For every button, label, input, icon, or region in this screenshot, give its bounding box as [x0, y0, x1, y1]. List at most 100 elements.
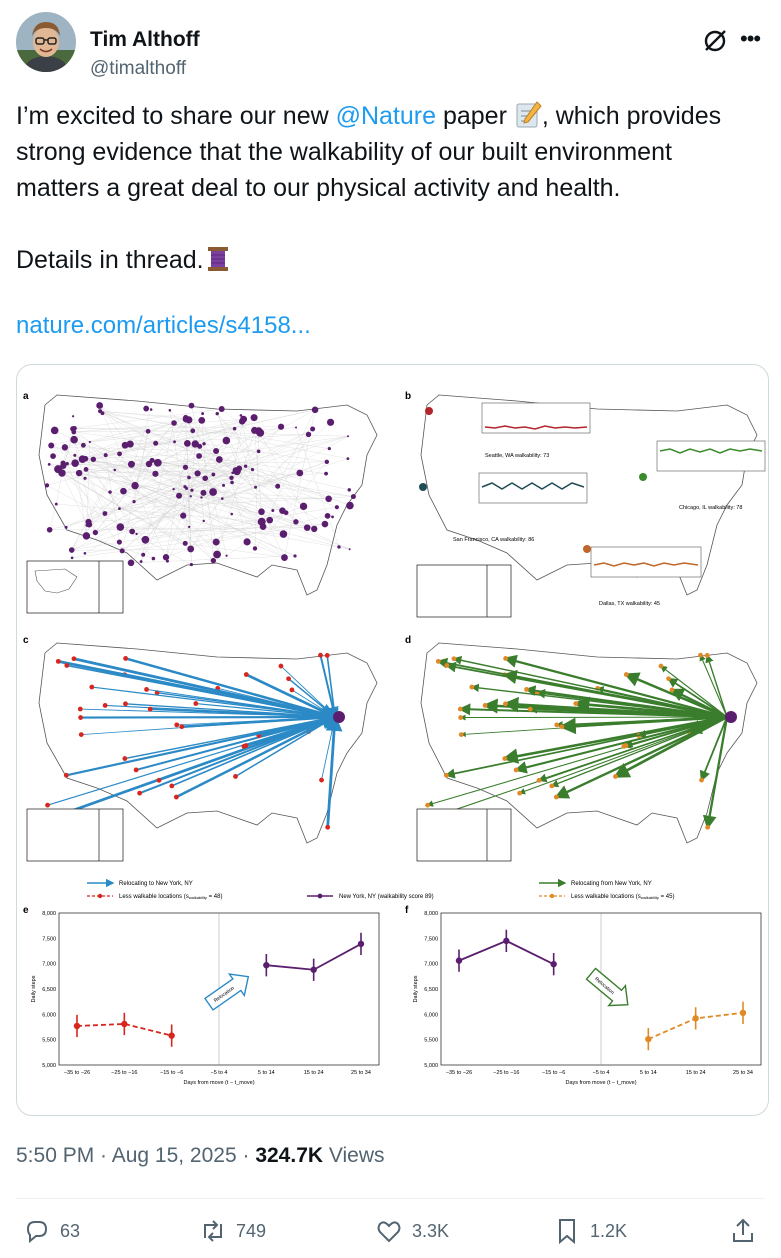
mobility-line — [95, 463, 150, 533]
mobility-line — [57, 469, 121, 528]
city-dot — [151, 556, 156, 561]
city-dot — [222, 483, 226, 487]
city-dot — [275, 483, 281, 489]
mobility-line — [157, 462, 187, 489]
mobility-line — [188, 419, 217, 543]
data-point — [692, 1015, 699, 1022]
legend-subscript: walkability — [641, 895, 659, 900]
city-dot — [243, 538, 251, 546]
thread-spool-emoji-icon — [207, 247, 228, 271]
x-tick-label: −15 to −6 — [160, 1070, 183, 1076]
relocation-arrow-from-ny — [623, 672, 728, 719]
y-tick-label: 6,000 — [424, 1012, 438, 1018]
mobility-line — [119, 508, 350, 550]
mobility-line — [63, 428, 75, 466]
mention-link[interactable]: @Nature — [335, 102, 437, 130]
mobility-line — [51, 445, 296, 557]
tweet-text-segment: paper — [436, 102, 507, 130]
origin-dot — [319, 777, 324, 783]
city-dot — [69, 548, 74, 553]
city-dot — [90, 456, 97, 463]
mobility-line — [216, 430, 255, 555]
x-tick-label: −5 to 4 — [593, 1070, 610, 1076]
mobility-line — [191, 405, 227, 556]
legend-relocating-from-ny: Relocating from New York, NY — [571, 881, 652, 887]
panel-label-f: f — [405, 905, 409, 916]
mobility-line — [148, 419, 187, 432]
x-tick-label: −5 to 4 — [211, 1070, 228, 1076]
city-dot — [198, 416, 206, 424]
city-dot — [83, 552, 87, 555]
city-dot — [256, 428, 265, 437]
mobility-line — [114, 469, 308, 528]
avatar[interactable] — [16, 12, 76, 72]
mobility-line — [114, 436, 349, 471]
article-link[interactable]: nature.com/articles/s4158... — [16, 312, 311, 339]
author-name[interactable]: Tim Althoff — [90, 28, 200, 51]
relocation-arrow-from-ny — [667, 677, 728, 718]
figure-image[interactable]: a b c d e f — [16, 364, 769, 1116]
legend-ny: New York, NY (walkability score 89) — [339, 894, 434, 900]
origin-dot — [64, 663, 70, 668]
mobility-line — [61, 472, 191, 550]
panel-label-c: c — [23, 635, 29, 646]
city-dot — [82, 532, 91, 540]
x-tick-label: −25 to −16 — [111, 1070, 137, 1076]
legend-less-walkable-c: Less walkable locations (swalkability = … — [119, 894, 222, 900]
destination-dot — [623, 743, 629, 748]
city-dot — [153, 440, 159, 446]
mobility-line — [254, 430, 262, 512]
mobility-line — [71, 507, 337, 551]
author-handle[interactable]: @timalthoff — [90, 58, 187, 79]
x-tick-label: −35 to −26 — [64, 1070, 90, 1076]
city-dot — [145, 428, 151, 434]
mobility-line — [86, 491, 214, 537]
chicago-walkability: Chicago, IL walkability: 78 — [679, 505, 742, 511]
reply-button[interactable]: 63 — [22, 1216, 80, 1246]
city-dot — [303, 524, 311, 531]
origin-dot — [77, 706, 83, 712]
y-tick-label: 7,000 — [424, 962, 438, 968]
city-dot — [202, 475, 209, 482]
share-button[interactable] — [728, 1216, 758, 1246]
city-dot — [331, 515, 334, 519]
x-axis-label: Days from move (t − t_move) — [565, 1080, 636, 1086]
city-dot — [213, 448, 220, 455]
repost-button[interactable]: 749 — [198, 1216, 266, 1246]
mobility-line — [136, 523, 325, 535]
city-dot — [102, 511, 108, 516]
grok-icon[interactable] — [702, 28, 728, 54]
city-dot — [236, 465, 243, 472]
city-dot — [200, 489, 207, 496]
y-tick-label: 5,500 — [424, 1038, 438, 1044]
like-button[interactable]: 3.3K — [374, 1216, 449, 1246]
origin-dot — [325, 824, 331, 830]
city-dot — [243, 464, 248, 468]
city-dot — [182, 540, 188, 546]
relocation-arrow-from-ny — [514, 715, 728, 774]
mobility-line — [132, 461, 327, 532]
timestamp[interactable]: 5:50 PM · Aug 15, 2025 · — [16, 1144, 256, 1167]
y-tick-label: 5,000 — [42, 1063, 56, 1069]
mobility-line — [255, 436, 349, 488]
map-panel-c — [26, 642, 378, 862]
divider — [16, 1198, 765, 1199]
mobility-line — [185, 426, 282, 544]
origin-dot — [63, 772, 69, 778]
more-icon[interactable]: ••• — [740, 26, 761, 51]
destination-dot — [536, 777, 542, 783]
bookmark-button[interactable]: 1.2K — [552, 1216, 627, 1246]
city-dot — [80, 442, 86, 448]
mobility-line — [74, 455, 87, 536]
city-dot — [279, 507, 286, 514]
y-tick-label: 8,000 — [42, 911, 56, 917]
city-dot — [327, 447, 331, 451]
city-dot — [279, 530, 288, 538]
city-dot — [334, 505, 339, 510]
destination-dot — [458, 732, 464, 738]
city-dot — [75, 469, 83, 477]
mobility-line — [72, 426, 282, 429]
mobility-line — [167, 428, 235, 562]
city-dot — [310, 426, 316, 432]
relocation-arrow-from-ny — [624, 716, 728, 748]
